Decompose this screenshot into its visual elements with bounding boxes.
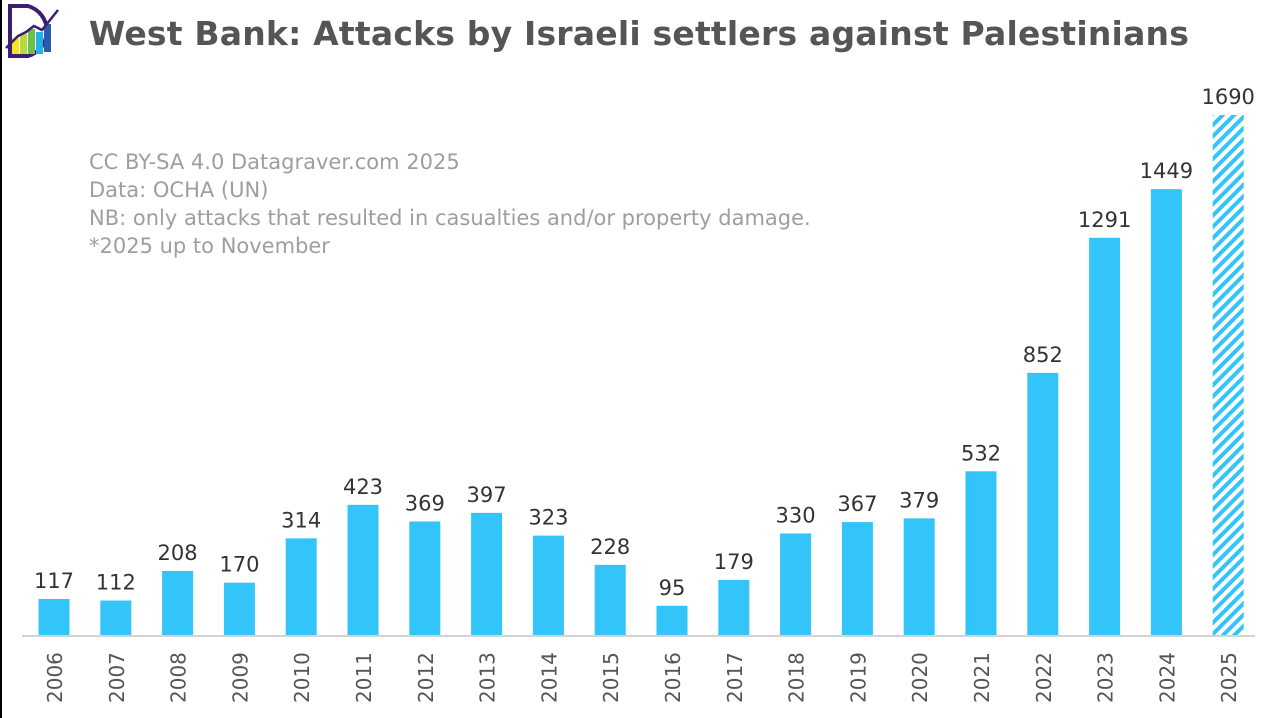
x-tick-2008: 2008 — [167, 652, 191, 703]
note-nb: NB: only attacks that resulted in casual… — [89, 206, 811, 230]
x-tick-2016: 2016 — [661, 652, 685, 703]
bar-2013 — [471, 512, 503, 635]
bar-2018 — [780, 533, 812, 635]
bar-2006 — [38, 599, 70, 635]
datagraver-logo-icon — [5, 3, 59, 58]
left-border — [0, 0, 2, 718]
note-partial-year: *2025 up to November — [89, 234, 330, 258]
x-tick-2022: 2022 — [1032, 652, 1056, 703]
note-source: Data: OCHA (UN) — [89, 178, 269, 202]
data-label-2007: 112 — [96, 571, 136, 595]
note-license: CC BY-SA 4.0 Datagraver.com 2025 — [89, 150, 460, 174]
data-label-2011: 423 — [343, 475, 383, 499]
bar-2016 — [656, 605, 688, 635]
bar-2019 — [841, 522, 873, 635]
bar-2023 — [1089, 237, 1121, 635]
x-tick-2024: 2024 — [1155, 652, 1179, 703]
bar-2008 — [162, 571, 194, 635]
data-label-2014: 323 — [528, 506, 568, 530]
x-tick-2025: 2025 — [1217, 652, 1241, 703]
data-label-2008: 208 — [158, 541, 198, 565]
data-label-2016: 95 — [659, 576, 686, 600]
x-tick-2012: 2012 — [414, 652, 438, 703]
data-label-2009: 170 — [219, 553, 259, 577]
bar-2007 — [100, 600, 132, 635]
bar-2017 — [718, 579, 750, 635]
data-label-2022: 852 — [1023, 343, 1063, 367]
data-label-2017: 179 — [714, 550, 754, 574]
data-label-2021: 532 — [961, 441, 1001, 465]
bar-2015 — [594, 564, 626, 635]
x-tick-2009: 2009 — [228, 652, 252, 703]
x-tick-2006: 2006 — [43, 652, 67, 703]
x-tick-2021: 2021 — [970, 652, 994, 703]
x-tick-2010: 2010 — [290, 652, 314, 703]
chart-notes: CC BY-SA 4.0 Datagraver.com 2025 Data: O… — [89, 148, 811, 260]
data-label-2012: 369 — [405, 491, 445, 515]
x-tick-2019: 2019 — [846, 652, 870, 703]
data-label-2025: 1690 — [1201, 85, 1254, 109]
x-tick-2007: 2007 — [105, 652, 129, 703]
data-label-2019: 367 — [837, 492, 877, 516]
x-tick-2011: 2011 — [352, 652, 376, 703]
chart-title: West Bank: Attacks by Israeli settlers a… — [88, 14, 1190, 53]
x-tick-2017: 2017 — [723, 652, 747, 703]
data-label-2023: 1291 — [1078, 208, 1131, 232]
x-tick-2020: 2020 — [908, 652, 932, 703]
bar-2009 — [223, 582, 255, 635]
bar-2012 — [409, 521, 441, 635]
x-tick-2013: 2013 — [476, 652, 500, 703]
data-label-2013: 397 — [467, 483, 507, 507]
bar-2021 — [965, 471, 997, 635]
data-label-2010: 314 — [281, 508, 321, 532]
data-label-2006: 117 — [34, 569, 74, 593]
bar-2022 — [1027, 372, 1059, 635]
data-label-2024: 1449 — [1140, 159, 1193, 183]
data-label-2018: 330 — [776, 503, 816, 527]
x-tick-2018: 2018 — [785, 652, 809, 703]
bar-2020 — [903, 518, 935, 635]
bar-2011 — [347, 504, 379, 635]
bar-2024 — [1150, 189, 1182, 635]
bar-2025 — [1212, 115, 1244, 635]
bar-2010 — [285, 538, 317, 635]
data-label-2020: 379 — [899, 488, 939, 512]
x-tick-2015: 2015 — [599, 652, 623, 703]
bar-2014 — [532, 535, 564, 635]
x-tick-2023: 2023 — [1094, 652, 1118, 703]
x-tick-2014: 2014 — [537, 652, 561, 703]
data-label-2015: 228 — [590, 535, 630, 559]
